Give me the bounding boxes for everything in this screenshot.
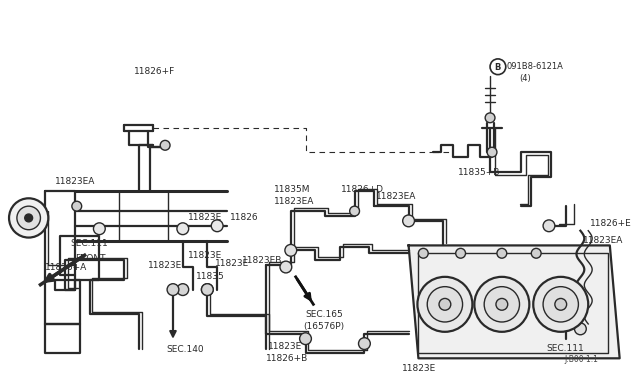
Circle shape — [93, 223, 105, 235]
Text: 11823EA: 11823EA — [55, 177, 95, 186]
Circle shape — [485, 113, 495, 123]
Circle shape — [490, 59, 506, 75]
Text: SEC.140: SEC.140 — [166, 345, 204, 354]
Text: 11823EA: 11823EA — [376, 192, 417, 201]
Text: J:B00 1.1: J:B00 1.1 — [564, 355, 598, 364]
Text: 11835+B: 11835+B — [458, 168, 500, 177]
Text: SEC.111: SEC.111 — [546, 344, 584, 353]
Text: 11826: 11826 — [230, 214, 259, 222]
Circle shape — [349, 206, 360, 216]
Circle shape — [419, 248, 428, 258]
Text: 11823E: 11823E — [402, 364, 436, 372]
Text: (16576P): (16576P) — [303, 323, 345, 331]
Circle shape — [202, 284, 213, 295]
Polygon shape — [408, 246, 620, 358]
Text: SEC.165: SEC.165 — [305, 310, 343, 319]
Text: 11823EA: 11823EA — [583, 236, 624, 245]
Circle shape — [484, 287, 520, 322]
Circle shape — [25, 214, 33, 222]
Circle shape — [280, 261, 292, 273]
Text: 11823EB: 11823EB — [242, 256, 282, 264]
Circle shape — [160, 140, 170, 150]
Text: 11826+F: 11826+F — [134, 67, 175, 76]
Circle shape — [177, 284, 189, 295]
Circle shape — [17, 206, 40, 230]
Circle shape — [167, 284, 179, 295]
Circle shape — [497, 248, 507, 258]
Circle shape — [575, 323, 586, 335]
Circle shape — [428, 287, 463, 322]
Circle shape — [533, 277, 588, 332]
Text: 11823E: 11823E — [268, 342, 303, 351]
Circle shape — [300, 333, 312, 344]
Text: SEC.111: SEC.111 — [70, 239, 108, 248]
Text: (4): (4) — [520, 74, 531, 83]
Text: 11823E: 11823E — [215, 259, 250, 267]
Circle shape — [487, 147, 497, 157]
Circle shape — [543, 220, 555, 232]
Text: B: B — [495, 63, 501, 72]
Circle shape — [177, 223, 189, 235]
Circle shape — [474, 277, 529, 332]
Text: 11826+E: 11826+E — [590, 219, 632, 228]
Text: 11835M: 11835M — [274, 185, 310, 194]
Text: 11826+D: 11826+D — [341, 185, 384, 194]
Circle shape — [285, 244, 297, 256]
Text: 11823E: 11823E — [148, 260, 182, 270]
Text: FRONT: FRONT — [75, 254, 106, 263]
Circle shape — [358, 338, 371, 349]
Circle shape — [555, 298, 566, 310]
Circle shape — [417, 277, 472, 332]
Text: 11826+B: 11826+B — [266, 354, 308, 363]
Circle shape — [211, 220, 223, 232]
Circle shape — [531, 248, 541, 258]
Circle shape — [439, 298, 451, 310]
Circle shape — [543, 287, 579, 322]
Circle shape — [9, 198, 48, 238]
Circle shape — [456, 248, 465, 258]
Circle shape — [72, 201, 82, 211]
Text: 11835: 11835 — [196, 272, 224, 281]
Text: 11823E: 11823E — [188, 214, 222, 222]
Circle shape — [403, 215, 415, 227]
Text: 11823EA: 11823EA — [274, 197, 314, 206]
Text: 11826+A: 11826+A — [45, 263, 88, 272]
Text: 11823E: 11823E — [188, 251, 222, 260]
Circle shape — [202, 284, 213, 295]
Text: 091B8-6121A: 091B8-6121A — [507, 62, 564, 71]
Circle shape — [496, 298, 508, 310]
